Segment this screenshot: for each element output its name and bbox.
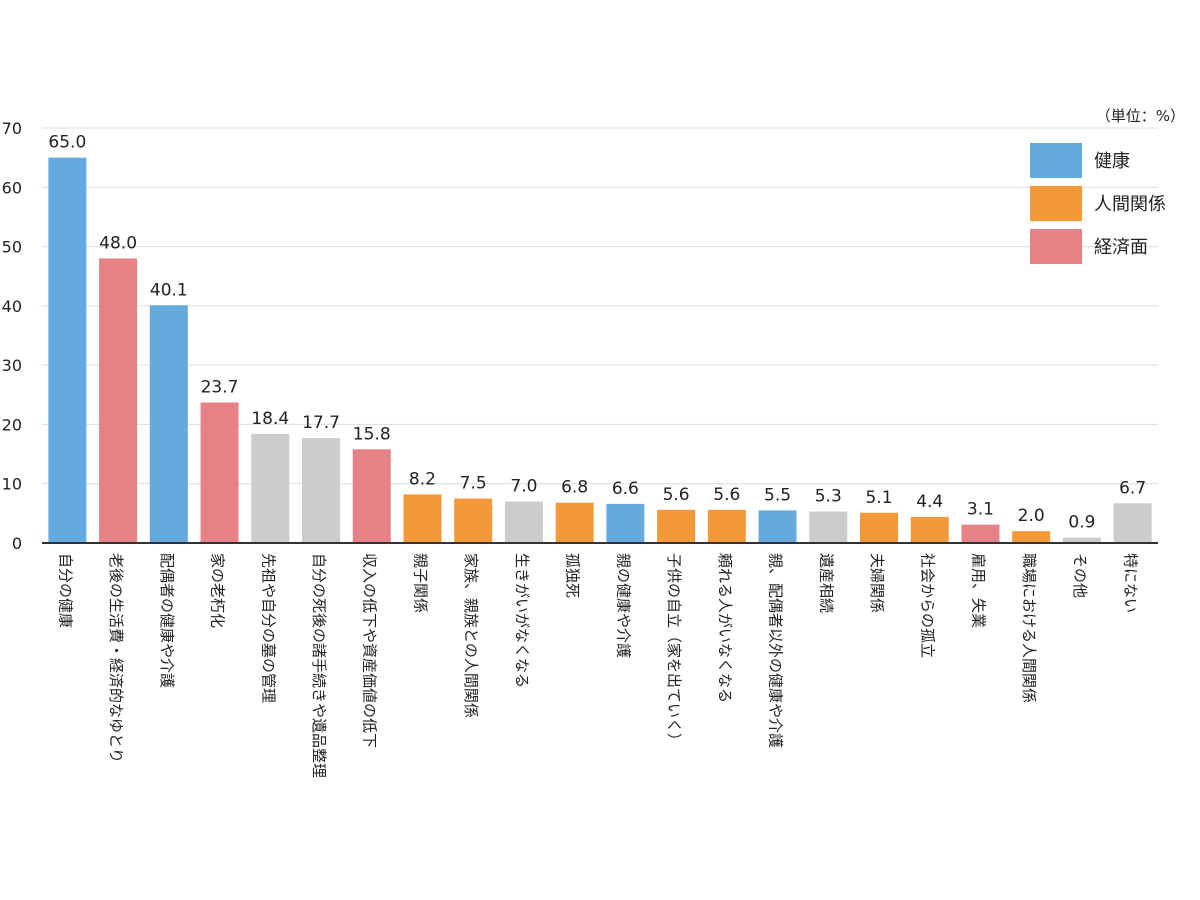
x-category-label: 雇用、失業 [969,553,987,628]
bar [403,494,442,543]
bar [454,498,493,543]
bar-value-label: 40.1 [150,280,188,300]
bar-value-label: 5.5 [764,485,791,505]
x-category-label: 職場における人間関係 [1020,553,1038,703]
x-category-label: 頼れる人がいなくなる [716,553,734,703]
y-tick-label: 10 [2,475,22,494]
x-category-label: 親子関係 [411,553,429,613]
bar [99,258,138,543]
bar [48,157,87,543]
bar-value-label: 5.1 [865,488,892,508]
bar-value-label: 2.0 [1018,506,1045,526]
x-category-label: 孤独死 [564,553,582,598]
bar-value-label: 5.3 [815,487,842,507]
value-labels: 65.0 48.0 40.1 23.7 18.4 17.7 15.8 8.2 7.5 7.0 6.8… [48,133,1146,533]
bar [657,509,696,543]
x-category-label: 社会からの孤立 [919,553,937,658]
bar [707,509,746,543]
y-tick-label: 40 [2,297,22,316]
legend-label: 人間関係 [1094,194,1166,215]
bar-value-label: 6.7 [1119,478,1146,498]
legend-swatch [1030,186,1082,221]
bar-value-label: 5.6 [713,485,740,505]
bar-value-label: 15.8 [353,424,391,444]
x-category-label: 収入の低下や資産価値の低下 [361,553,379,748]
bar [1012,531,1051,543]
x-category-label: 遺産相続 [817,553,835,613]
unit-note: （単位：%） [1096,107,1185,125]
y-tick-label: 30 [2,356,22,375]
bar-value-label: 48.0 [99,233,137,253]
y-axis-ticks: 0 10 20 30 40 50 60 70 [2,119,22,553]
bar-value-label: 5.6 [663,485,690,505]
bar-value-label: 8.2 [409,469,436,489]
bar [302,438,340,543]
bar [555,502,594,543]
bar-value-label: 3.1 [967,500,994,520]
x-category-label: その他 [1071,553,1089,598]
x-category-label: 家族、親族との人間関係 [462,553,480,718]
bar-value-label: 17.7 [302,413,340,433]
x-axis-labels: 自分の健康 老後の生活費・経済的なゆとり 配偶者の健康や介護 家の老朽化 先祖や自分の墓… [56,553,1139,778]
x-category-label: 先祖や自分の墓の管理 [259,553,277,703]
bar-value-label: 7.0 [510,477,537,497]
y-tick-label: 60 [2,178,22,197]
x-category-label: 自分の健康 [56,553,74,628]
bar-value-label: 65.0 [48,133,86,153]
legend-swatch [1030,143,1082,178]
legend-label: 健康 [1094,151,1130,172]
bar [352,449,391,543]
x-category-label: 家の老朽化 [209,553,227,628]
bar-value-label: 18.4 [251,409,289,429]
x-category-label: 自分の死後の諸手続きや遺品整理 [310,553,328,778]
x-category-label: 親の健康や介護 [614,553,632,658]
bar [1062,537,1101,543]
x-category-label: 生きがいがなくなる [513,553,531,688]
bar [200,402,239,543]
bar [1113,503,1152,543]
y-tick-label: 0 [12,534,22,553]
bar [504,501,543,543]
bar [606,503,645,543]
bar-value-label: 6.8 [561,478,588,498]
bar-value-label: 6.6 [612,479,639,499]
x-category-label: 子供の自立（家を出ていく） [665,553,683,748]
bar [758,510,797,543]
bar [251,433,290,543]
x-category-label: 親、配偶者以外の健康や介護 [767,553,785,748]
bar [149,305,188,543]
x-category-label: 配偶者の健康や介護 [158,553,176,688]
x-category-label: 特にない [1122,553,1140,613]
bar [809,511,848,543]
bar-value-label: 0.9 [1068,513,1095,533]
bar [860,512,898,543]
bar-value-label: 4.4 [916,492,943,512]
bars [48,157,1152,543]
legend-swatch [1030,229,1082,264]
y-tick-label: 70 [2,119,22,138]
bar-value-label: 7.5 [460,474,487,494]
bar [910,516,949,543]
x-category-label: 老後の生活費・経済的なゆとり [107,553,125,763]
y-tick-label: 50 [2,238,22,257]
y-tick-label: 20 [2,415,22,434]
bar-value-label: 23.7 [201,377,239,397]
bar [961,524,1000,543]
legend-label: 経済面 [1094,237,1148,258]
x-category-label: 夫婦関係 [868,553,886,613]
